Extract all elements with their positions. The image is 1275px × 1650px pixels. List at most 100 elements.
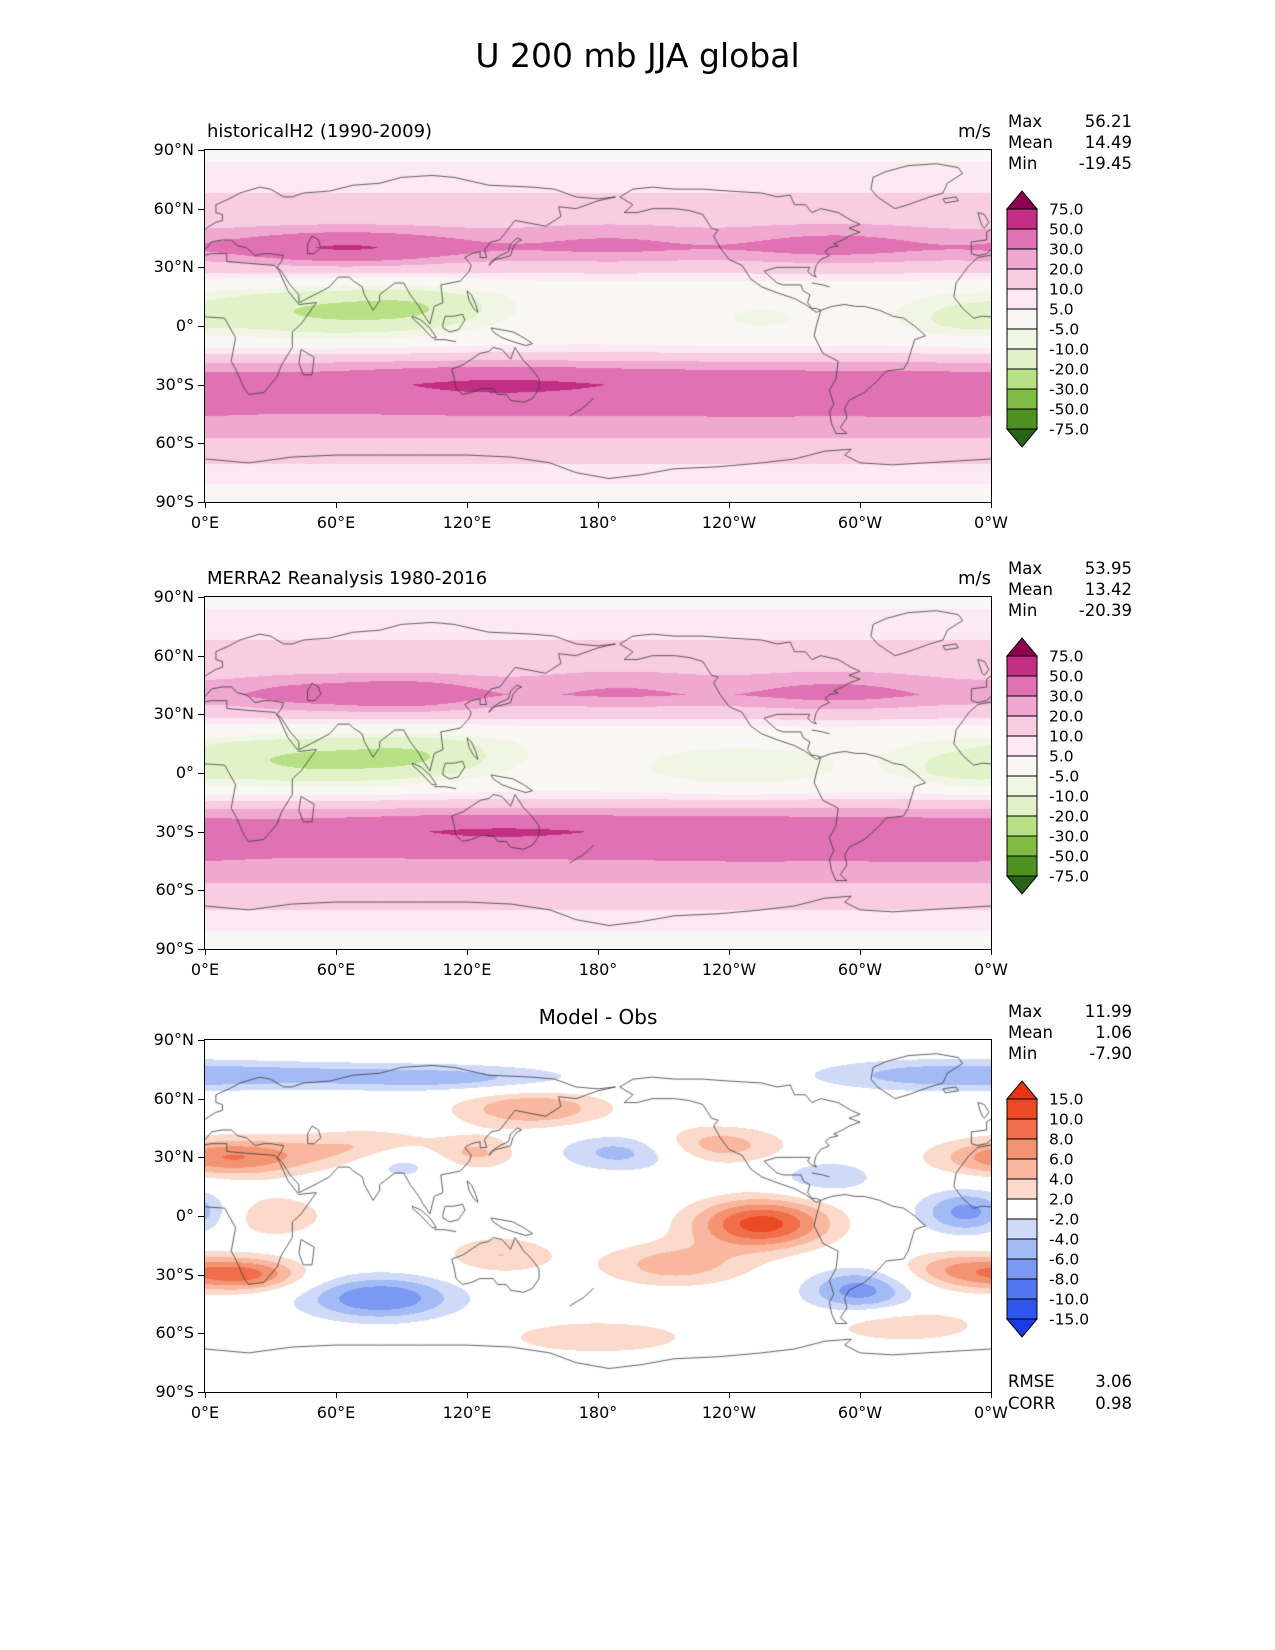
colorbar-tick-label: 10.0 [1049, 281, 1084, 299]
panel-reanalysis: MERRA2 Reanalysis 1980-2016 m/s Max 53.95… [0, 552, 1275, 1012]
y-tick-label: 0° [175, 763, 194, 782]
x-tick-label: 0°W [974, 1403, 1008, 1422]
colorbar-cell [1006, 815, 1038, 837]
x-tick-label: 120°W [701, 960, 757, 979]
x-tick-label: 120°W [701, 513, 757, 532]
colorbar-tick-label: -20.0 [1049, 361, 1089, 379]
colorbar-cell [1006, 328, 1038, 350]
y-tick-label: 60°N [153, 645, 194, 665]
x-axis-tick [336, 949, 337, 955]
y-axis-tick [198, 1157, 204, 1159]
colorbar-tick-label: 20.0 [1049, 261, 1084, 279]
x-tick-label: 120°E [442, 960, 492, 979]
stat-value: 0.98 [1095, 1394, 1132, 1413]
stat-min: Min -20.39 [1008, 600, 1132, 621]
colorbar-tick-label: 8.0 [1049, 1131, 1074, 1149]
stat-value: -7.90 [1089, 1044, 1132, 1063]
colorbar-cell [1006, 1258, 1038, 1280]
y-tick-label: 60°N [153, 1088, 194, 1108]
y-tick-label: 90°N [153, 140, 194, 159]
x-axis-tick [991, 502, 992, 508]
y-axis-tick [198, 1098, 204, 1100]
y-axis-tick [198, 890, 204, 892]
colorbar-cell [1006, 835, 1038, 857]
colorbar-tick-label: 75.0 [1049, 648, 1084, 666]
y-axis-tick [198, 384, 204, 386]
y-tick-label: 90°S [155, 1382, 194, 1401]
stat-value: 1.06 [1095, 1023, 1132, 1042]
stat-max: Max 56.21 [1008, 111, 1132, 132]
x-tick-label: 60°E [316, 1403, 356, 1422]
x-tick-label: 180° [578, 513, 618, 532]
colorbar-tick-label: -15.0 [1049, 1311, 1089, 1329]
colorbar-tick-label: 2.0 [1049, 1191, 1074, 1209]
y-axis-tick [198, 502, 204, 503]
colorbar-cell [1006, 208, 1038, 230]
colorbar-tick-label: -50.0 [1049, 848, 1089, 866]
colorbar-tick-label: 4.0 [1049, 1171, 1074, 1189]
colorbar-arrow-top [1006, 190, 1039, 210]
x-axis-tick [467, 1392, 468, 1398]
colorbar-cell [1006, 675, 1038, 697]
rmse-corr-block: RMSE 3.06 CORR 0.98 [1008, 1371, 1132, 1415]
x-tick-label: 60°W [837, 513, 883, 532]
x-axis-tick [598, 949, 599, 955]
stat-label: Max [1008, 112, 1043, 131]
x-axis-tick [336, 1392, 337, 1398]
x-axis-tick [991, 949, 992, 955]
colorbar-cell [1006, 1098, 1038, 1120]
y-axis-tick [198, 208, 204, 210]
colorbar-tick-label: -5.0 [1049, 768, 1079, 786]
stat-label: Min [1008, 601, 1038, 620]
colorbar-cell [1006, 388, 1038, 410]
colorbar-tick-label: -30.0 [1049, 828, 1089, 846]
colorbar-cell [1006, 1138, 1038, 1160]
colorbar-tick-label: 30.0 [1049, 241, 1084, 259]
x-tick-label: 180° [578, 1403, 618, 1422]
stat-mean: Mean 1.06 [1008, 1022, 1132, 1043]
colorbar-cell [1006, 1178, 1038, 1200]
y-tick-label: 60°S [155, 433, 194, 453]
colorbar-cell [1006, 288, 1038, 310]
colorbar: 75.0 50.0 30.0 20.0 10.0 5.0 -5.0 -10.0 -20.0 -30… [1006, 190, 1089, 448]
y-axis-tick [198, 150, 204, 151]
colorbar-arrow-top [1006, 1080, 1039, 1100]
y-axis-tick [198, 1392, 204, 1393]
colorbar-cell [1006, 655, 1038, 677]
map-canvas-model [204, 149, 992, 503]
x-tick-label: 0°E [190, 1403, 220, 1422]
panel-model: historicalH2 (1990-2009) m/s Max 56.21 Me… [0, 105, 1275, 565]
map-canvas-difference [204, 1039, 992, 1393]
x-axis-tick [860, 502, 861, 508]
x-axis-tick [729, 949, 730, 955]
stat-label: CORR [1008, 1394, 1056, 1413]
x-axis-tick [598, 1392, 599, 1398]
colorbar-cell [1006, 695, 1038, 717]
colorbar-tick-label: -75.0 [1049, 421, 1089, 439]
colorbar-tick-label: 10.0 [1049, 728, 1084, 746]
panel-title: historicalH2 (1990-2009) [207, 121, 433, 142]
stat-value: 53.95 [1084, 559, 1132, 578]
stat-corr: CORR 0.98 [1008, 1393, 1132, 1415]
stat-min: Min -7.90 [1008, 1043, 1132, 1064]
stat-label: RMSE [1008, 1372, 1055, 1391]
colorbar-cell [1006, 408, 1038, 430]
stat-mean: Mean 14.49 [1008, 132, 1132, 153]
y-axis-tick [198, 1216, 204, 1217]
stat-label: Mean [1008, 133, 1053, 152]
colorbar-tick-label: -50.0 [1049, 401, 1089, 419]
y-axis-tick [198, 949, 204, 950]
colorbar-tick-label: 6.0 [1049, 1151, 1074, 1169]
panel-title: MERRA2 Reanalysis 1980-2016 [207, 568, 488, 589]
x-axis-tick [467, 502, 468, 508]
x-axis-tick [860, 1392, 861, 1398]
y-axis-tick [198, 597, 204, 598]
panel-difference: Model - Obs Max 11.99 Mean 1.06 Min -7.90 1… [0, 995, 1275, 1455]
y-tick-label: 30°S [155, 374, 194, 394]
colorbar-cell [1006, 368, 1038, 390]
colorbar-tick-label: -8.0 [1049, 1271, 1079, 1289]
colorbar-tick-label: -5.0 [1049, 321, 1079, 339]
x-axis-tick [205, 502, 206, 508]
y-tick-label: 90°N [153, 1030, 194, 1049]
colorbar-cell [1006, 1218, 1038, 1240]
